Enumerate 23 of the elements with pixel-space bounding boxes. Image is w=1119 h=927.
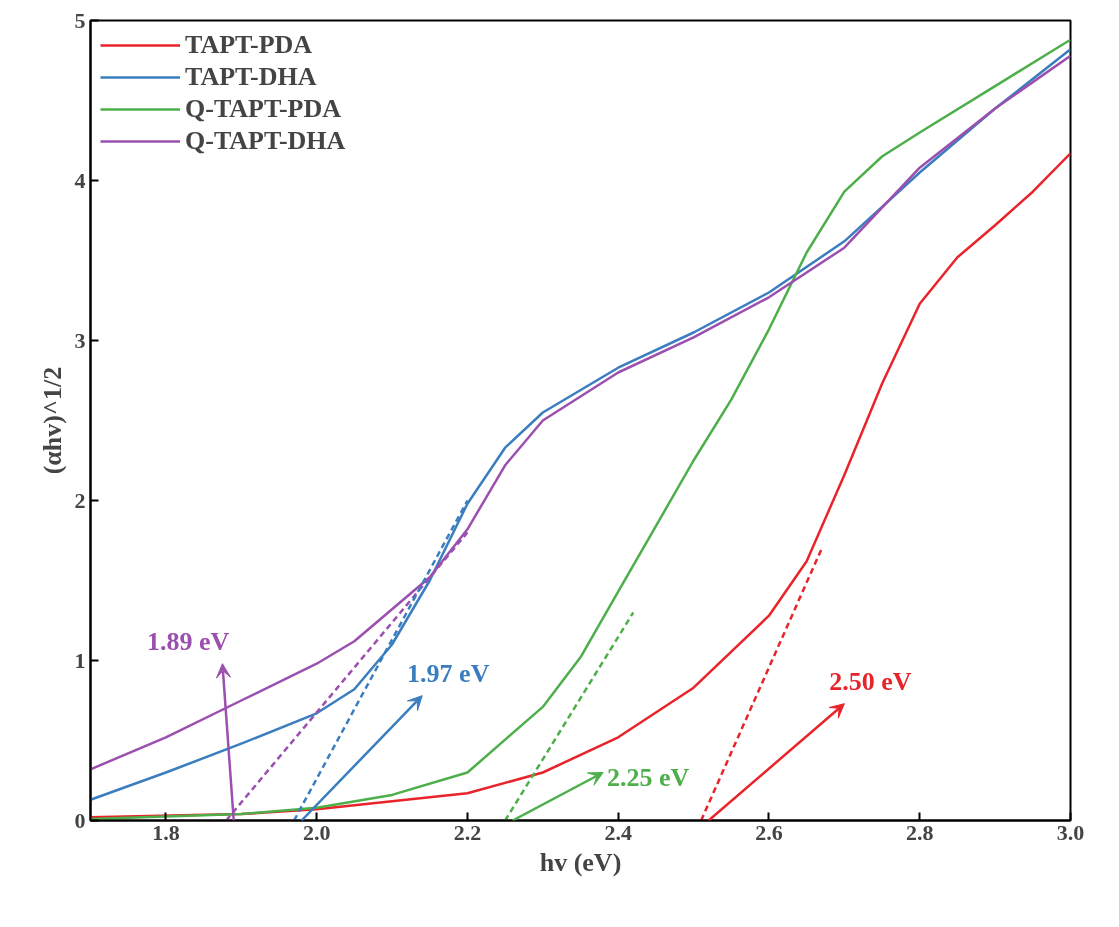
y-axis-title: (αhv)^1/2 (37, 366, 67, 475)
x-tick-label: 2.6 (755, 819, 783, 845)
y-tick-label: 1 (74, 647, 86, 673)
legend-label: TAPT-PDA (185, 30, 313, 60)
x-axis-title: hv (eV) (539, 847, 622, 877)
y-tick-label: 3 (74, 327, 86, 353)
annotation: 2.50 eV (829, 666, 912, 696)
x-tick-label: 2.2 (453, 819, 482, 845)
legend-label: Q-TAPT-DHA (185, 126, 346, 156)
annotation: 1.89 eV (147, 626, 230, 656)
legend-label: TAPT-DHA (185, 62, 317, 92)
x-tick-label: 2.0 (302, 819, 331, 845)
y-tick-label: 0 (74, 807, 86, 833)
y-tick-label: 4 (74, 167, 86, 193)
annotation: 2.25 eV (606, 762, 690, 792)
legend-label: Q-TAPT-PDA (185, 94, 341, 124)
x-tick-label: 1.8 (152, 819, 180, 845)
x-tick-label: 2.8 (905, 819, 934, 845)
x-tick-label: 3.0 (1056, 819, 1085, 845)
y-tick-label: 2 (74, 487, 86, 513)
y-tick-label: 5 (74, 7, 86, 33)
x-tick-label: 2.4 (604, 819, 632, 845)
annotation: 1.97 eV (407, 658, 490, 688)
